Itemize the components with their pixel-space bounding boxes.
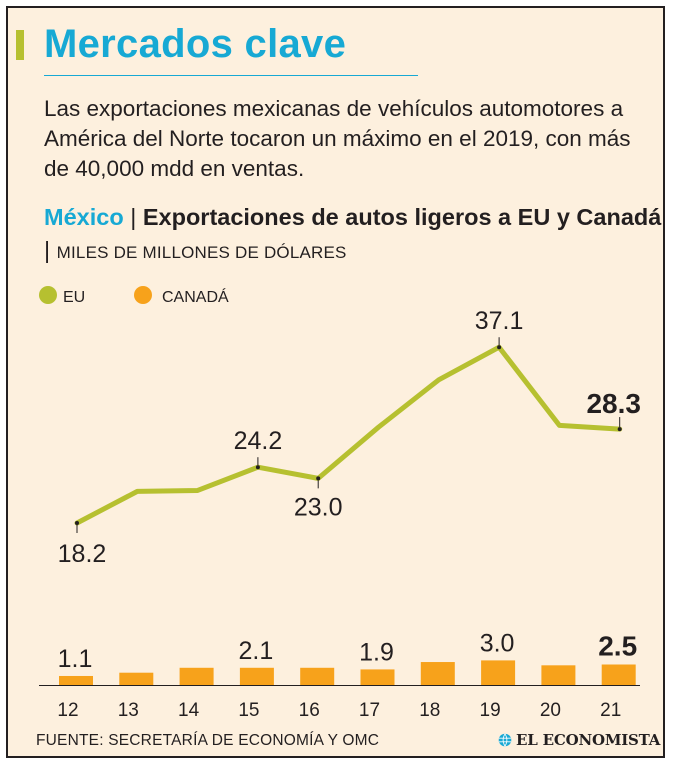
canada-bar	[119, 672, 154, 685]
eu-data-label: 18.2	[58, 540, 107, 568]
eu-point-marker	[255, 465, 260, 470]
eu-data-label: 24.2	[234, 427, 283, 455]
canada-data-label: 2.1	[239, 637, 274, 665]
subtitle-title: Exportaciones de autos ligeros a EU y Ca…	[142, 204, 662, 230]
x-tick-label: 19	[480, 700, 501, 721]
x-tick-label: 14	[178, 700, 200, 721]
legend-canada-label: CANADÁ	[162, 287, 229, 306]
eu-point-marker	[316, 476, 321, 481]
x-tick-label: 21	[600, 700, 621, 721]
subtitle-units: MILES DE MILLONES DE DÓLARES	[56, 243, 347, 262]
intro-text: Las exportaciones mexicanas de vehículos…	[44, 96, 631, 181]
eu-data-label: 23.0	[294, 493, 343, 521]
eu-point-marker	[497, 345, 502, 350]
eu-data-label: 28.3	[586, 388, 641, 419]
x-tick-label: 18	[419, 700, 440, 721]
title-accent-bar	[16, 30, 24, 60]
infographic-card: Mercados clave Las exportaciones mexican…	[6, 6, 665, 758]
canada-bar	[179, 667, 214, 685]
source-note: FUENTE: SECRETARÍA DE ECONOMÍA Y OMC	[36, 732, 380, 749]
globe-icon	[498, 733, 512, 747]
legend-eu-label: EU	[63, 289, 85, 306]
x-tick-label: 16	[299, 700, 320, 721]
canada-bar	[541, 665, 576, 685]
canada-bar	[59, 675, 93, 685]
brand-name: EL ECONOMISTA	[516, 731, 661, 749]
title-underline	[44, 75, 418, 76]
canada-data-label: 1.9	[359, 638, 394, 666]
subtitle-separator-2: |	[44, 237, 51, 263]
x-tick-label: 15	[238, 700, 259, 721]
eu-point-marker	[617, 427, 622, 432]
eu-point-marker	[75, 521, 79, 525]
brand-logo: EL ECONOMISTA	[498, 731, 660, 749]
subtitle-country: México	[44, 204, 124, 230]
canada-data-label: 2.5	[598, 631, 637, 662]
eu-data-label: 37.1	[475, 307, 524, 335]
canada-data-label: 1.1	[58, 645, 93, 673]
legend-eu-swatch	[39, 286, 57, 304]
x-tick-label: 20	[540, 700, 561, 721]
x-tick-label: 13	[118, 700, 139, 721]
legend-canada-swatch	[134, 286, 152, 304]
canada-bar	[300, 667, 335, 685]
x-tick-label: 12	[57, 700, 78, 721]
canada-bar	[239, 667, 274, 685]
canada-bar	[360, 669, 395, 685]
x-tick-label: 17	[359, 700, 380, 721]
chart-subtitle: México | Exportaciones de autos ligeros …	[44, 201, 664, 269]
canada-data-label: 3.0	[480, 629, 515, 657]
canada-bar	[601, 664, 636, 685]
canada-bar	[481, 660, 516, 685]
subtitle-separator: |	[130, 204, 137, 230]
page-title: Mercados clave	[44, 22, 347, 66]
eu-series-line	[74, 344, 623, 526]
canada-bar	[420, 662, 455, 685]
